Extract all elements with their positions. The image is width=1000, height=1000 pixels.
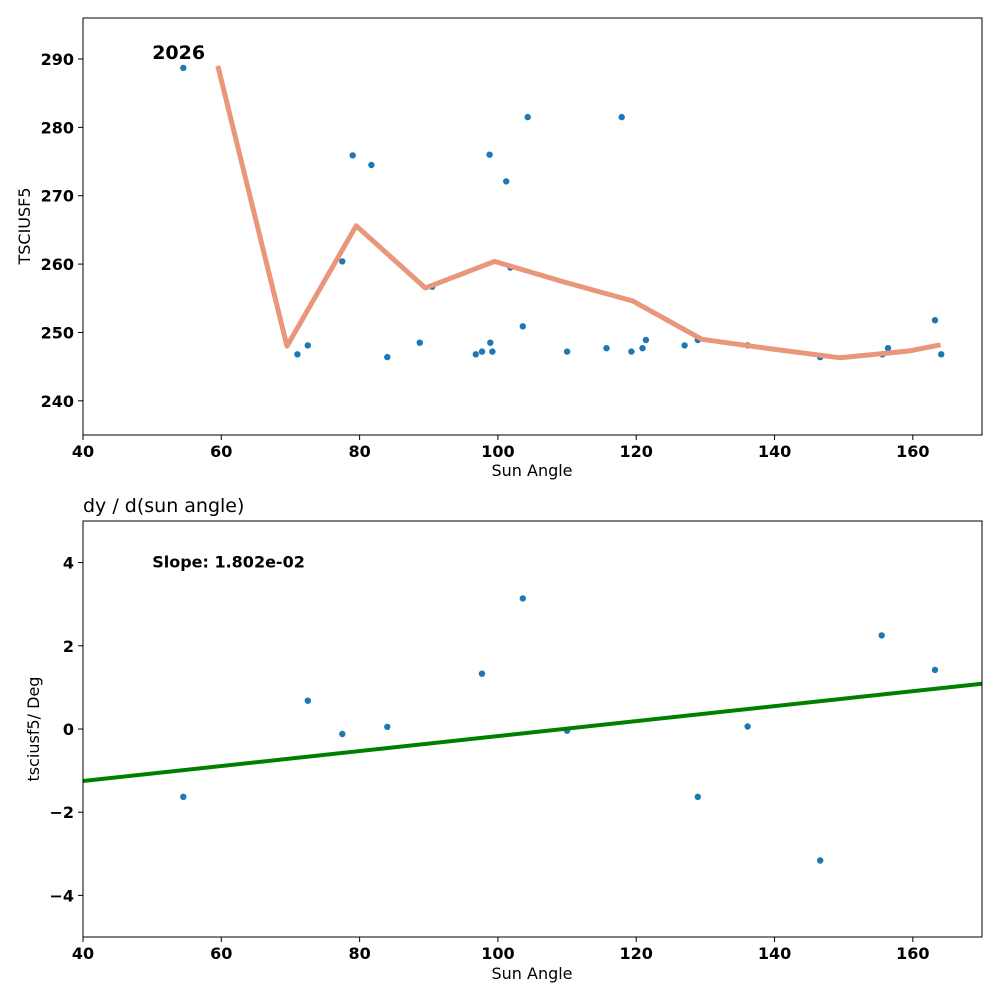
data-point — [180, 793, 187, 800]
data-point — [503, 178, 510, 185]
data-point — [681, 342, 688, 349]
data-point — [817, 857, 824, 864]
y-tick-label: 240 — [41, 392, 74, 411]
data-point — [563, 348, 571, 355]
data-point — [478, 348, 486, 355]
top-y-ticks: 240 250 260 270 280 290 — [41, 50, 83, 411]
data-point — [294, 351, 301, 358]
data-point — [931, 317, 939, 324]
top-panel: 40 60 80 100 120 140 160 240 250 260 270 280 290 20… — [15, 17, 983, 480]
data-point — [931, 666, 939, 674]
data-point — [744, 723, 751, 730]
data-point — [487, 339, 494, 346]
top-trend-line — [215, 65, 941, 361]
top-year-annotation: 2026 — [152, 42, 205, 64]
y-tick-label: 2 — [63, 637, 74, 656]
data-point — [642, 336, 650, 344]
data-point — [519, 323, 526, 330]
x-tick-label: 140 — [758, 944, 791, 963]
bottom-x-ticks: 40 60 80 100 120 140 160 — [72, 937, 930, 963]
x-tick-label: 160 — [896, 442, 929, 461]
bottom-scatter-points — [180, 595, 939, 864]
data-point — [489, 348, 496, 355]
data-point — [384, 353, 391, 361]
top-x-ticks: 40 60 80 100 120 140 160 — [72, 435, 930, 461]
x-tick-label: 40 — [72, 944, 94, 963]
data-point — [603, 345, 610, 352]
top-x-axis-label: Sun Angle — [491, 461, 572, 480]
data-point — [339, 258, 346, 265]
data-point — [628, 348, 635, 355]
data-point — [416, 339, 423, 346]
data-point — [884, 345, 892, 352]
x-tick-label: 100 — [481, 442, 514, 461]
x-tick-label: 80 — [348, 944, 370, 963]
y-tick-label: 270 — [41, 187, 74, 206]
x-tick-label: 120 — [620, 442, 653, 461]
bottom-slope-annotation: Slope: 1.802e-02 — [152, 553, 305, 572]
y-tick-label: 4 — [63, 554, 74, 573]
y-tick-label: 290 — [41, 50, 74, 69]
data-point — [618, 113, 625, 121]
x-tick-label: 60 — [210, 442, 232, 461]
y-tick-label: −2 — [49, 803, 74, 822]
data-point — [384, 723, 391, 731]
y-tick-label: 250 — [41, 323, 74, 342]
data-point — [524, 113, 531, 121]
data-point — [368, 161, 375, 169]
y-tick-label: 280 — [41, 118, 74, 137]
x-tick-label: 160 — [896, 944, 929, 963]
x-tick-label: 100 — [481, 944, 514, 963]
top-axes-frame — [82, 17, 983, 436]
bottom-fit-line — [82, 681, 983, 783]
data-point — [304, 342, 311, 349]
x-tick-label: 80 — [348, 442, 370, 461]
data-point — [349, 152, 356, 159]
data-point — [486, 151, 493, 158]
data-point — [180, 64, 187, 72]
bottom-y-axis-label: tsciusf5/ Deg — [24, 677, 43, 782]
data-point — [694, 793, 701, 800]
top-y-axis-label: TSCIUSF5 — [15, 187, 34, 265]
y-tick-label: −4 — [49, 886, 74, 905]
y-tick-label: 260 — [41, 255, 74, 274]
data-point — [519, 595, 526, 602]
bottom-y-ticks: −4 −2 0 2 4 — [49, 554, 83, 905]
x-tick-label: 40 — [72, 442, 94, 461]
data-point — [938, 351, 945, 358]
data-point — [878, 632, 885, 639]
data-point — [478, 670, 486, 677]
bottom-chart-title: dy / d(sun angle) — [83, 495, 244, 517]
y-tick-label: 0 — [63, 720, 74, 739]
bottom-x-axis-label: Sun Angle — [491, 964, 572, 983]
x-tick-label: 60 — [210, 944, 232, 963]
bottom-panel: dy / d(sun angle) 40 60 80 100 120 140 160 −4−… — [24, 495, 983, 983]
x-tick-label: 120 — [620, 944, 653, 963]
data-point — [304, 697, 311, 704]
data-point — [472, 351, 479, 358]
x-tick-label: 140 — [758, 442, 791, 461]
data-point — [639, 345, 646, 352]
data-point — [339, 730, 346, 738]
